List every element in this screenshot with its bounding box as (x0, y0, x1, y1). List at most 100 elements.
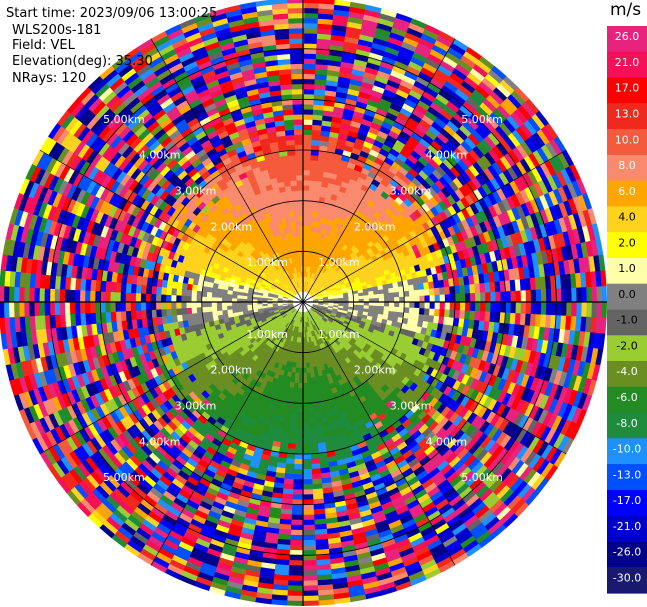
velocity-gate (393, 455, 406, 466)
velocity-gate (325, 156, 335, 164)
velocity-gate (373, 309, 380, 315)
velocity-gate (314, 288, 320, 294)
velocity-gate (313, 94, 326, 101)
velocity-gate (434, 380, 444, 392)
velocity-gate (313, 371, 319, 378)
velocity-gate (464, 387, 475, 400)
velocity-gate (394, 157, 406, 168)
velocity-gate (323, 435, 333, 443)
velocity-gate (363, 298, 370, 303)
velocity-gate (291, 397, 298, 404)
velocity-gate (383, 306, 390, 312)
velocity-gate (522, 172, 535, 188)
velocity-gate (421, 372, 431, 383)
velocity-gate (319, 380, 326, 387)
velocity-gate (492, 108, 508, 124)
velocity-gate (303, 215, 308, 222)
velocity-gate (439, 463, 453, 477)
velocity-gate (380, 323, 387, 330)
velocity-gate (320, 130, 331, 137)
velocity-gate (374, 272, 381, 279)
velocity-gate (568, 423, 582, 442)
velocity-gate (398, 179, 409, 190)
velocity-gate (291, 504, 303, 511)
velocity-gate (389, 325, 397, 333)
velocity-gate (515, 161, 528, 177)
velocity-gate (488, 499, 504, 515)
velocity-gate (483, 135, 497, 150)
velocity-gate (424, 295, 431, 303)
velocity-gate (454, 63, 472, 78)
velocity-gate (396, 481, 410, 493)
velocity-gate (375, 134, 387, 145)
velocity-gate (325, 84, 339, 92)
velocity-gate (311, 478, 323, 485)
velocity-gate (307, 287, 311, 293)
velocity-gate (434, 294, 441, 303)
velocity-gate (482, 423, 495, 438)
velocity-gate (372, 455, 384, 465)
velocity-gate (537, 409, 549, 426)
velocity-gate (428, 308, 436, 317)
velocity-gate (303, 245, 307, 252)
velocity-gate (439, 302, 446, 311)
velocity-gate (332, 341, 339, 348)
velocity-gate (361, 284, 368, 290)
velocity-gate (491, 128, 505, 144)
velocity-gate (405, 324, 413, 332)
velocity-gate (535, 302, 542, 316)
velocity-gate (377, 102, 391, 113)
velocity-gate (358, 171, 369, 181)
velocity-gate (314, 417, 323, 424)
velocity-gate (424, 463, 438, 476)
velocity-gate (458, 185, 470, 198)
velocity-gate (412, 385, 423, 396)
velocity-gate (459, 310, 466, 320)
velocity-gate (322, 296, 329, 299)
velocity-gate (308, 200, 315, 207)
velocity-gate (550, 288, 557, 304)
velocity-gate (317, 396, 325, 403)
velocity-gate (465, 205, 476, 218)
velocity-gate (306, 287, 309, 293)
velocity-gate (323, 105, 335, 112)
velocity-gate (386, 182, 397, 193)
velocity-gate (437, 393, 448, 405)
velocity-gate (343, 302, 350, 305)
velocity-gate (364, 420, 375, 430)
velocity-gate (485, 410, 497, 425)
velocity-gate (328, 398, 336, 406)
velocity-gate (398, 307, 405, 314)
velocity-gate (496, 366, 506, 380)
velocity-gate (543, 222, 554, 238)
velocity-gate (353, 541, 369, 551)
velocity-gate (468, 356, 477, 369)
velocity-gate (307, 220, 312, 227)
velocity-gate (478, 273, 485, 285)
velocity-gate (385, 134, 398, 145)
velocity-gate (414, 420, 426, 431)
velocity-gate (362, 162, 373, 172)
velocity-gate (396, 509, 412, 521)
velocity-gate (330, 167, 340, 175)
velocity-gate (328, 247, 334, 254)
velocity-gate (385, 425, 396, 435)
velocity-gate (402, 36, 420, 48)
velocity-gate (474, 505, 490, 520)
velocity-gate (389, 148, 401, 158)
velocity-gate (456, 432, 469, 446)
velocity-gate (303, 88, 316, 95)
velocity-gate (433, 232, 443, 243)
velocity-gate (475, 126, 489, 141)
velocity-gate (333, 347, 339, 354)
velocity-gate (291, 499, 303, 506)
velocity-gate (313, 319, 318, 325)
velocity-gate (483, 384, 494, 398)
velocity-gate (409, 296, 415, 303)
velocity-gate (408, 480, 422, 492)
velocity-gate (590, 271, 597, 289)
velocity-gate (313, 89, 327, 96)
velocity-gate (570, 273, 577, 290)
velocity-gate (310, 308, 315, 314)
velocity-gate (296, 408, 303, 414)
